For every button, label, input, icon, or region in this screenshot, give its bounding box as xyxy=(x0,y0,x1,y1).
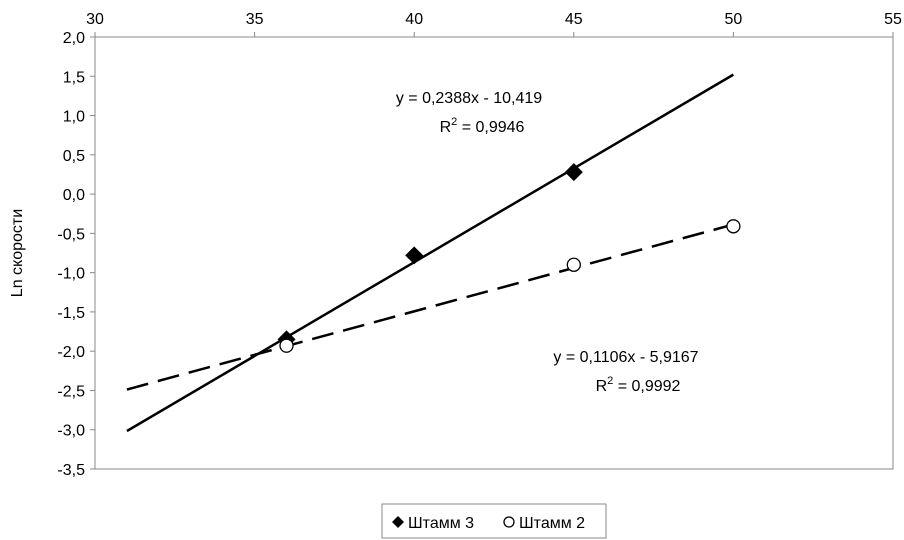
x-tick-label: 30 xyxy=(86,11,104,28)
x-tick-label: 45 xyxy=(565,11,583,28)
y-tick-label: -2,0 xyxy=(57,344,85,361)
y-tick-label: -3,5 xyxy=(57,462,85,479)
trendline-equation: y = 0,2388x - 10,419 xyxy=(396,90,542,107)
y-tick-label: 0,5 xyxy=(63,148,85,165)
data-point-series-1 xyxy=(564,163,583,182)
y-tick-label: -1,0 xyxy=(57,266,85,283)
r-squared-label: R2 = 0,9992 xyxy=(596,375,681,395)
data-point-series-2 xyxy=(566,257,581,272)
data-point-series-1 xyxy=(405,246,424,265)
data-point-series-2 xyxy=(726,219,741,234)
trendline-series-2 xyxy=(126,223,734,391)
y-tick-label: -3,0 xyxy=(57,423,85,440)
legend-diamond-icon xyxy=(392,516,404,528)
data-point-series-2 xyxy=(279,338,294,353)
y-tick-label: -0,5 xyxy=(57,226,85,243)
x-tick-label: 50 xyxy=(725,11,743,28)
y-axis-label: Ln скорости xyxy=(9,209,26,297)
r-squared-label: R2 = 0,9946 xyxy=(440,116,525,136)
y-tick-label: -2,5 xyxy=(57,383,85,400)
x-tick-label: 55 xyxy=(884,11,902,28)
x-tick-label: 40 xyxy=(405,11,423,28)
y-tick-label: 0,0 xyxy=(63,187,85,204)
y-tick-label: 1,5 xyxy=(63,69,85,86)
y-tick-label: 2,0 xyxy=(63,30,85,47)
legend-label-series-2: Штамм 2 xyxy=(519,515,585,532)
x-tick-label: 35 xyxy=(246,11,264,28)
y-tick-label: 1,0 xyxy=(63,109,85,126)
legend: Штамм 3 Штамм 2 xyxy=(381,503,607,539)
legend-label-series-1: Штамм 3 xyxy=(408,515,474,532)
y-tick-label: -1,5 xyxy=(57,305,85,322)
legend-circle-icon xyxy=(503,516,515,528)
legend-box xyxy=(381,503,607,539)
plot-area xyxy=(94,36,894,470)
trendline-equation: y = 0,1106x - 5,9167 xyxy=(553,349,698,366)
trendline-series-1 xyxy=(126,73,735,433)
